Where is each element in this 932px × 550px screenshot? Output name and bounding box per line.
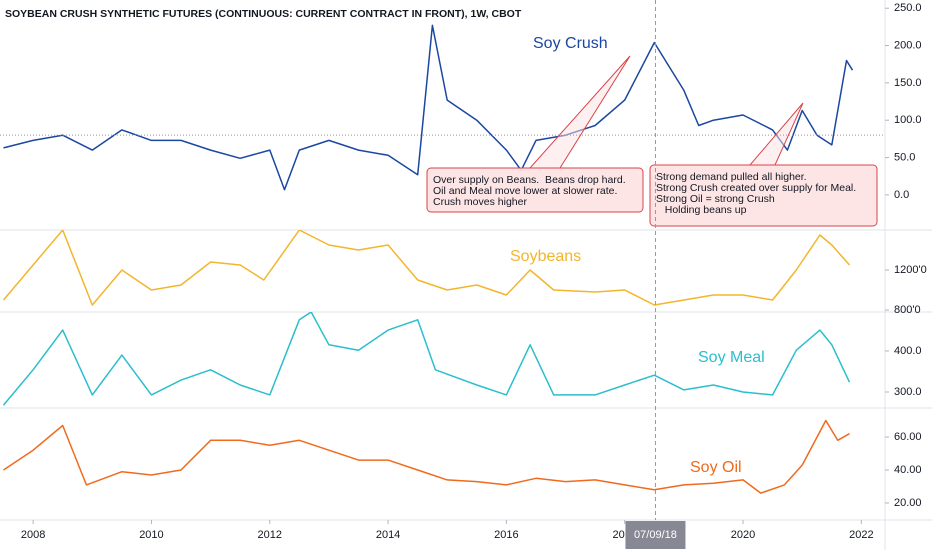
series-line	[3, 24, 854, 191]
x-tick-label: 2014	[376, 529, 400, 541]
x-tick-label: 2020	[731, 529, 755, 541]
crosshair-label: 07/09/18	[634, 529, 677, 541]
annotation-text: Over supply on Beans. Beans drop hard.	[433, 174, 626, 186]
y-tick-label: 250.0	[894, 2, 922, 14]
panel-plot	[2, 230, 851, 306]
y-tick-label: 60.00	[894, 431, 922, 443]
arrow	[528, 55, 631, 169]
x-tick-label: 2016	[494, 529, 518, 541]
series-label: Soy Oil	[690, 459, 742, 476]
annotation-text: Strong demand pulled all higher.	[656, 171, 807, 183]
arrow	[748, 102, 804, 166]
series-line	[2, 230, 851, 306]
y-tick-label: 20.00	[894, 497, 922, 509]
series-label: Soy Crush	[533, 35, 608, 52]
panel-plot	[3, 24, 854, 191]
series-label: Soybeans	[510, 248, 581, 265]
chart-title: SOYBEAN CRUSH SYNTHETIC FUTURES (CONTINU…	[5, 8, 522, 20]
annotation-box	[426, 167, 644, 213]
y-tick-label: 40.00	[894, 464, 922, 476]
x-tick-label: 2008	[21, 529, 45, 541]
y-tick-label: 100.0	[894, 114, 922, 126]
y-tick-label: 400.0	[894, 345, 922, 357]
annotation-text: Strong Oil = strong Crush	[656, 193, 775, 205]
y-tick-label: 300.0	[894, 386, 922, 398]
annotation-box	[649, 164, 878, 227]
panel-plot	[3, 419, 850, 494]
series-line	[3, 419, 850, 494]
y-tick-label: 50.0	[894, 151, 915, 163]
x-tick-label: 2010	[139, 529, 163, 541]
y-tick-label: 800'0	[894, 304, 921, 316]
annotation-text: Crush moves higher	[433, 196, 527, 208]
y-tick-label: 0.0	[894, 189, 909, 201]
y-tick-label: 150.0	[894, 77, 922, 89]
series-label: Soy Meal	[698, 349, 765, 366]
panel-plot	[2, 312, 851, 406]
annotation-text: Holding beans up	[656, 204, 747, 216]
annotation-arrows	[528, 55, 804, 169]
y-tick-label: 1200'0	[894, 264, 927, 276]
crosshair-label-box	[625, 521, 686, 549]
x-tick-label: 2022	[849, 529, 873, 541]
y-tick-label: 200.0	[894, 39, 922, 51]
annotation-text: Strong Crush created over supply for Mea…	[656, 182, 856, 194]
x-tick-label: 2012	[258, 529, 282, 541]
annotation-text: Oil and Meal move lower at slower rate.	[433, 185, 617, 197]
series-line	[2, 312, 851, 406]
